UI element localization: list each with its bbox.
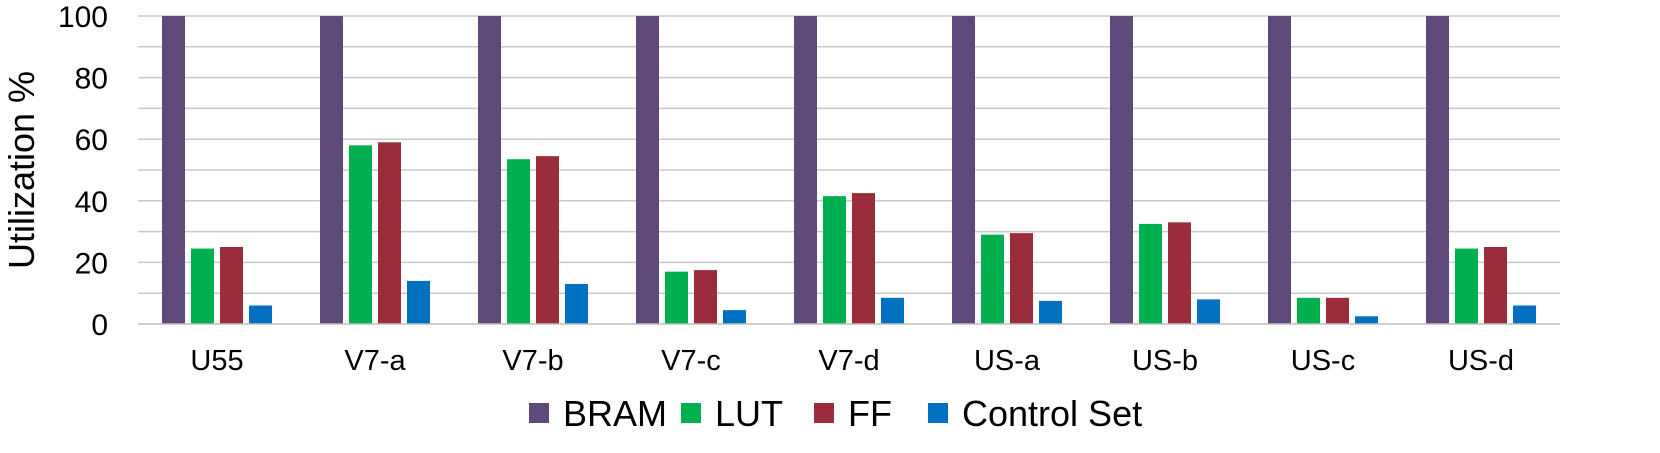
bar-bram-us-c bbox=[1268, 16, 1291, 324]
legend-label: FF bbox=[848, 393, 892, 434]
bar-control-set-v7-d bbox=[881, 297, 904, 324]
bar-ff-v7-d bbox=[852, 193, 875, 324]
category-labels: U55 V7-a V7-b V7-c V7-d US-a US-b US-c US-d bbox=[190, 345, 1514, 377]
bar-lut-us-c bbox=[1297, 297, 1320, 324]
legend-swatch-ff bbox=[814, 403, 834, 423]
bar-control-set-us-c bbox=[1355, 316, 1378, 324]
bar-control-set-us-b bbox=[1197, 299, 1220, 324]
legend-swatch-lut bbox=[681, 403, 701, 423]
category-label: V7-c bbox=[661, 345, 721, 377]
y-tick-label: 80 bbox=[75, 63, 108, 96]
bar-ff-us-c bbox=[1326, 297, 1349, 324]
bar-lut-us-a bbox=[981, 234, 1004, 324]
bar-bram-us-b bbox=[1110, 16, 1133, 324]
bar-ff-u55 bbox=[220, 247, 243, 324]
gridlines bbox=[138, 15, 1560, 294]
y-tick-label: 60 bbox=[75, 124, 108, 157]
bar-bram-v7-b bbox=[478, 16, 501, 324]
bar-lut-us-d bbox=[1455, 248, 1478, 324]
category-label: V7-a bbox=[344, 345, 406, 377]
bar-lut-us-b bbox=[1139, 223, 1162, 324]
bar-control-set-v7-a bbox=[407, 280, 430, 324]
legend-label: BRAM bbox=[563, 393, 667, 434]
bar-ff-us-d bbox=[1484, 247, 1507, 324]
bar-bram-us-a bbox=[952, 16, 975, 324]
category-label: US-a bbox=[974, 345, 1041, 377]
y-tick-label: 100 bbox=[58, 1, 108, 34]
y-tick-label: 0 bbox=[91, 309, 108, 342]
y-axis-title: Utilization % bbox=[1, 71, 42, 269]
category-label: V7-d bbox=[818, 345, 879, 377]
bar-control-set-v7-b bbox=[565, 283, 588, 324]
legend: BRAM LUT FF Control Set bbox=[529, 393, 1142, 434]
bar-ff-v7-a bbox=[378, 142, 401, 324]
y-tick-label: 20 bbox=[75, 247, 108, 280]
y-tick-label: 40 bbox=[75, 186, 108, 219]
bar-bram-us-d bbox=[1426, 16, 1449, 324]
bar-control-set-u55 bbox=[249, 305, 272, 324]
bars bbox=[162, 16, 1536, 324]
category-label: US-d bbox=[1448, 345, 1514, 377]
bar-control-set-us-a bbox=[1039, 300, 1062, 324]
bar-lut-u55 bbox=[191, 248, 214, 324]
bar-lut-v7-a bbox=[349, 145, 372, 324]
legend-label: LUT bbox=[715, 393, 783, 434]
bar-control-set-v7-c bbox=[723, 310, 746, 324]
bar-bram-u55 bbox=[162, 16, 185, 324]
category-label: V7-b bbox=[502, 345, 563, 377]
bar-lut-v7-b bbox=[507, 159, 530, 324]
bar-ff-us-b bbox=[1168, 222, 1191, 324]
bar-ff-us-a bbox=[1010, 233, 1033, 324]
legend-swatch-bram bbox=[529, 403, 549, 423]
legend-swatch-control-set bbox=[928, 403, 948, 423]
bar-ff-v7-b bbox=[536, 156, 559, 324]
bar-bram-v7-d bbox=[794, 16, 817, 324]
y-axis-ticks: 0 20 40 60 80 100 bbox=[58, 1, 108, 342]
category-label: U55 bbox=[190, 345, 243, 377]
category-label: US-b bbox=[1132, 345, 1198, 377]
bar-lut-v7-c bbox=[665, 271, 688, 324]
legend-label: Control Set bbox=[962, 393, 1142, 434]
category-label: US-c bbox=[1291, 345, 1355, 377]
bar-bram-v7-a bbox=[320, 16, 343, 324]
bar-control-set-us-d bbox=[1513, 305, 1536, 324]
bar-ff-v7-c bbox=[694, 270, 717, 324]
bar-lut-v7-d bbox=[823, 196, 846, 324]
bar-bram-v7-c bbox=[636, 16, 659, 324]
